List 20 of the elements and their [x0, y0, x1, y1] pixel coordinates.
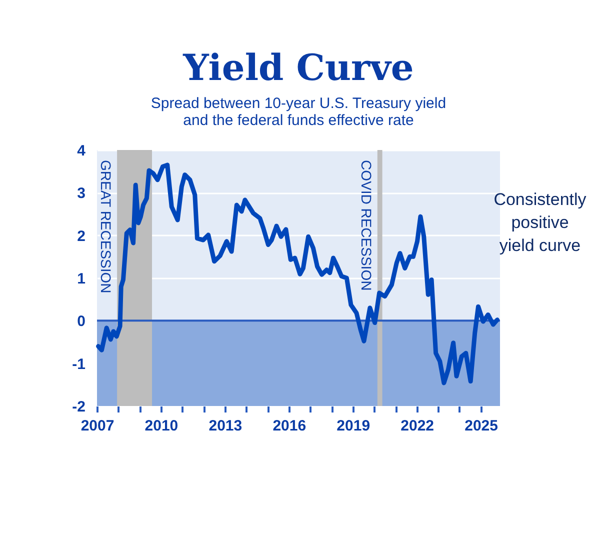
- x-tick-label: 2025: [464, 418, 498, 434]
- y-tick-label: -1: [72, 356, 86, 373]
- band-label: COVID RECESSION: [358, 160, 374, 291]
- band-label: GREAT RECESSION: [98, 160, 114, 294]
- y-tick-label: 2: [77, 228, 86, 245]
- x-tick-label: 2016: [272, 418, 306, 434]
- y-tick-label: 0: [77, 313, 86, 330]
- chart-title: Yield Curve: [182, 47, 414, 89]
- text: Spread between 10-year U.S. Treasury yield: [150, 95, 446, 112]
- x-tick-label: 2010: [144, 418, 178, 434]
- y-tick-label: -2: [72, 398, 86, 416]
- y-tick-label: 1: [77, 270, 86, 288]
- text: and the federal funds effective rate: [183, 112, 414, 129]
- x-tick-label: 2019: [336, 418, 370, 434]
- x-tick-label: 2022: [400, 418, 434, 434]
- x-tick-label: 2013: [208, 418, 242, 434]
- y-tick-label: 3: [77, 185, 86, 202]
- x-tick-label: 2007: [80, 418, 114, 434]
- annotation: Consistently positive yield curve: [494, 190, 587, 255]
- y-tick-label: 4: [77, 142, 86, 160]
